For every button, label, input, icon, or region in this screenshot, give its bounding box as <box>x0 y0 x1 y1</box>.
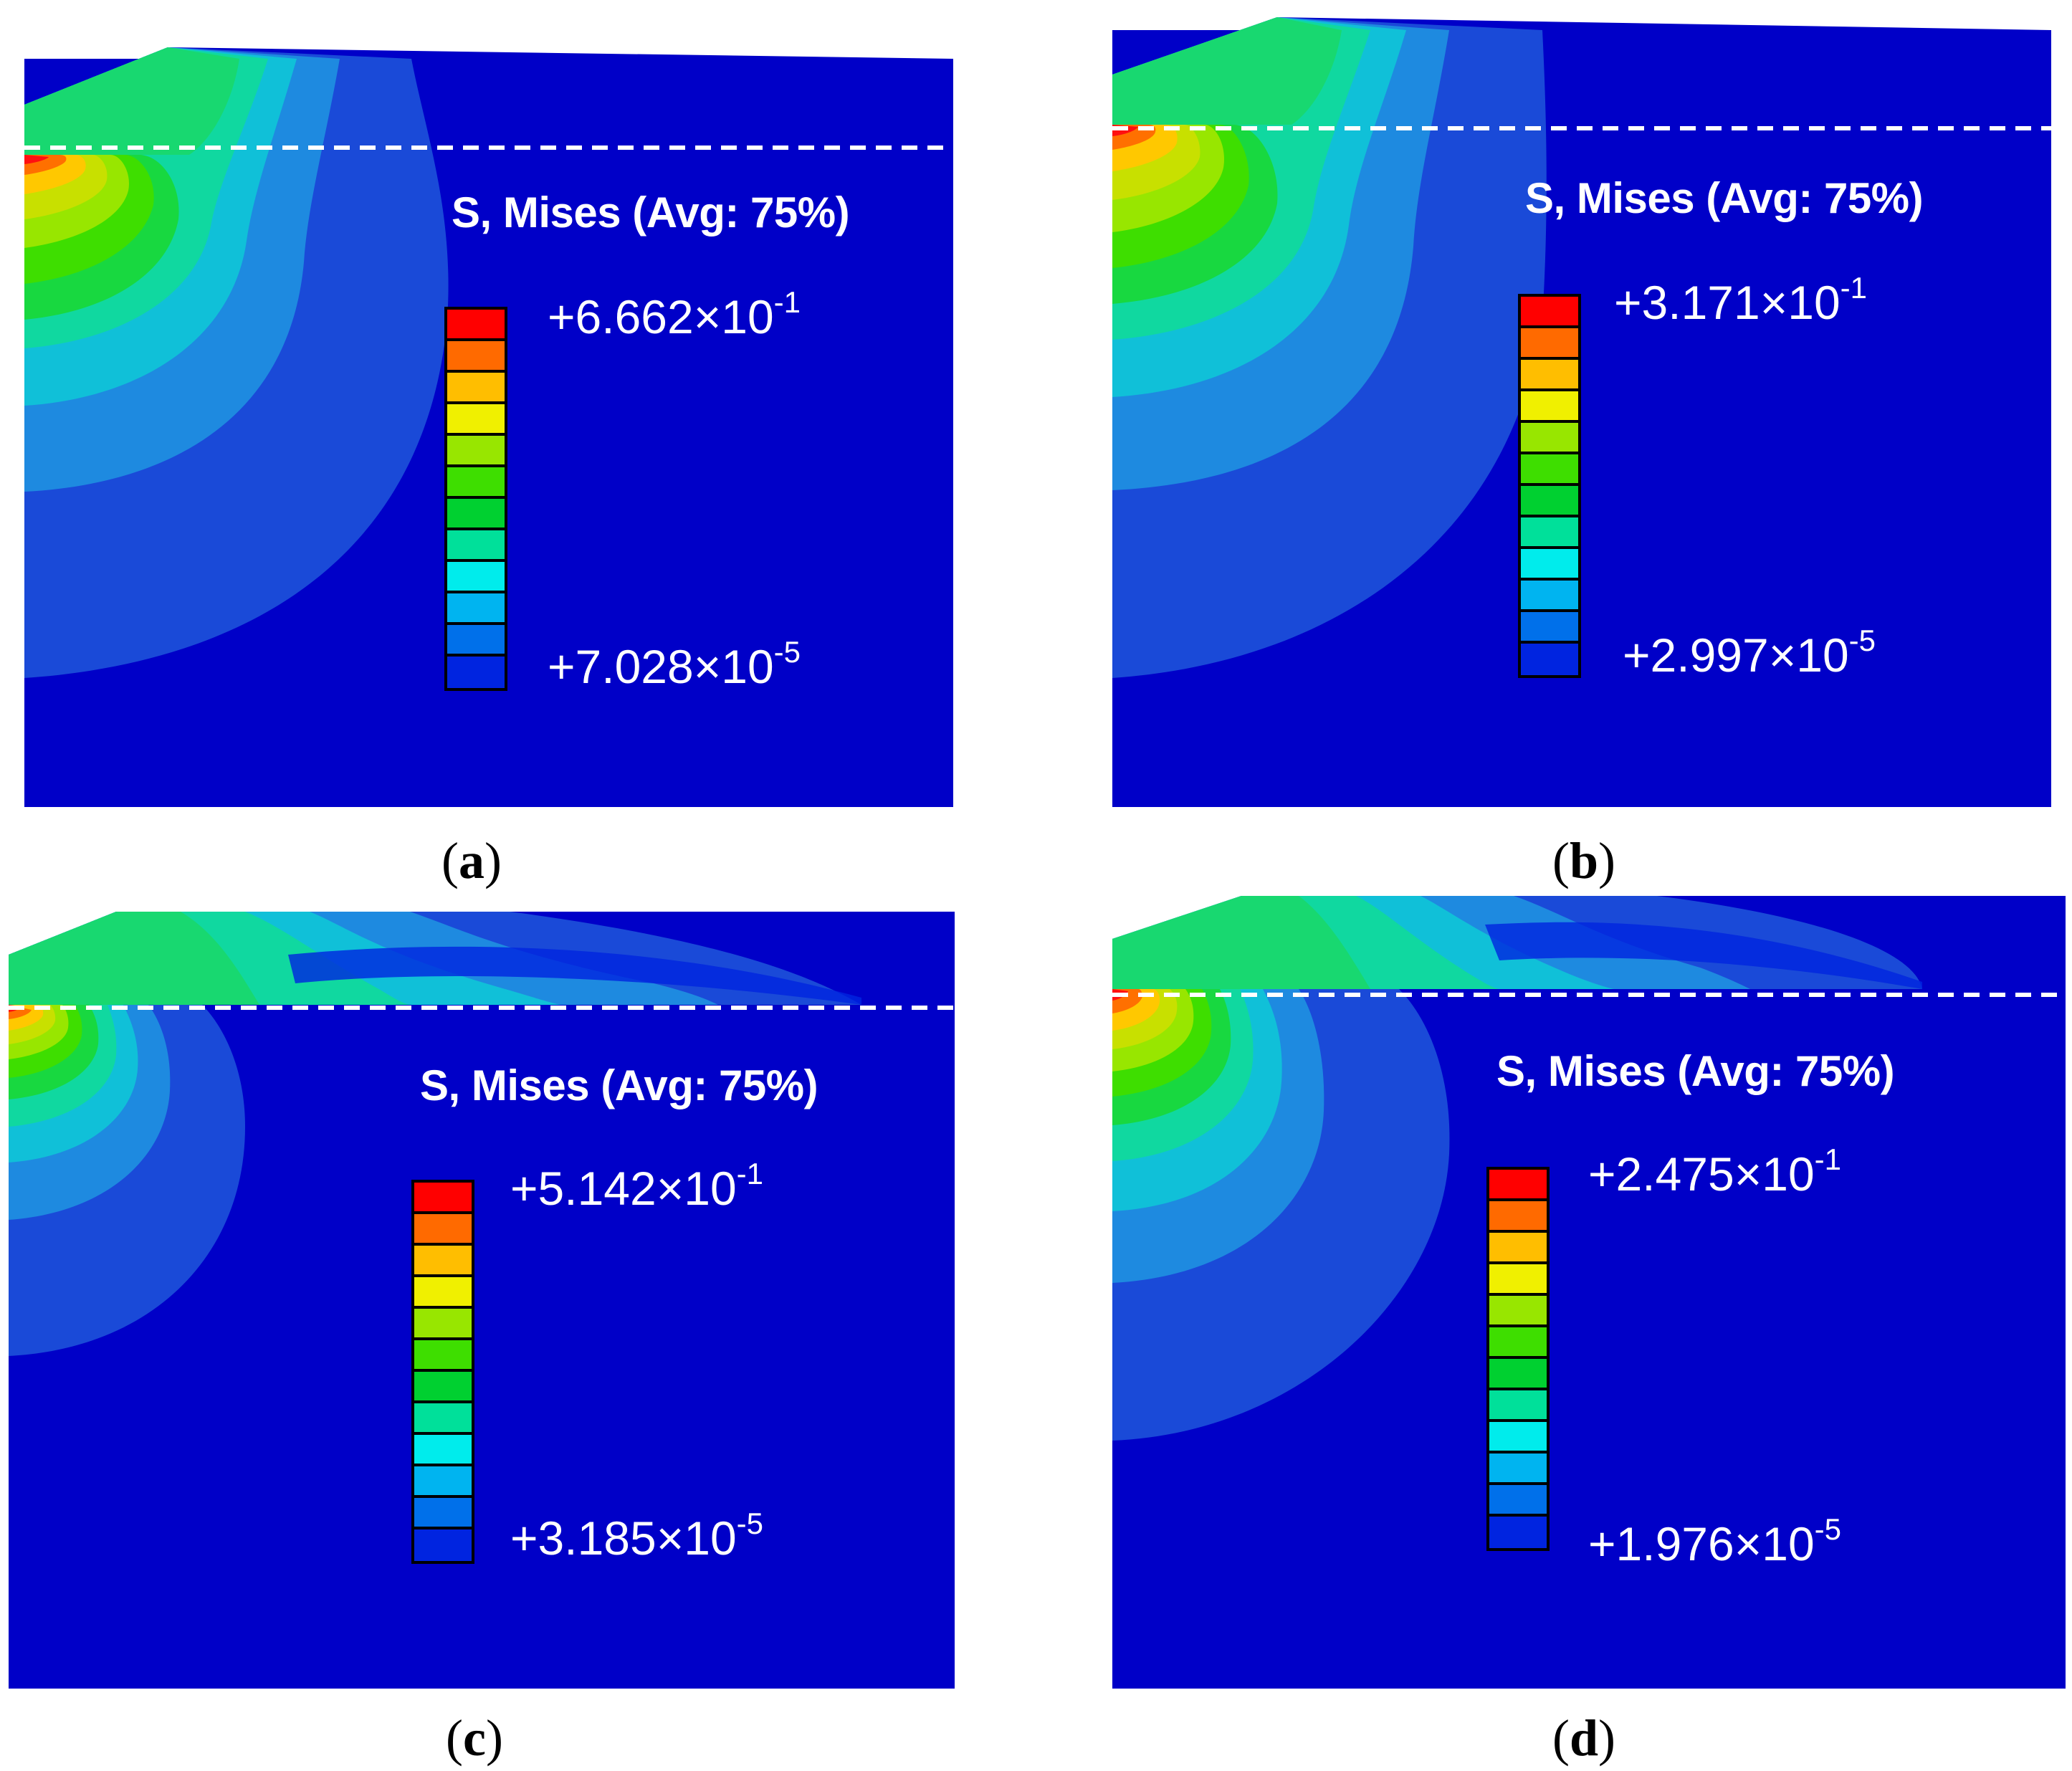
color-bar <box>444 307 507 691</box>
color-bar-cell <box>1489 1359 1547 1390</box>
max-exponent: -1 <box>1814 1142 1842 1176</box>
caption-label: b <box>1569 832 1599 889</box>
contour-band <box>24 155 49 164</box>
color-bar-cell <box>447 562 505 593</box>
color-bar-cell <box>414 1403 472 1435</box>
color-bar-cell <box>1489 1296 1547 1327</box>
contour-plot-d <box>1112 896 2066 1689</box>
legend-title: S, Mises (Avg: 75%) <box>1496 1047 1895 1095</box>
legend-title: S, Mises (Avg: 75%) <box>420 1061 818 1109</box>
max-mantissa: +3.171×10 <box>1614 276 1841 329</box>
color-bar-cell <box>1489 1327 1547 1359</box>
legend-title: S, Mises (Avg: 75%) <box>1525 174 1924 222</box>
color-bar-cell <box>1489 1264 1547 1296</box>
color-bar-cell <box>1521 297 1578 328</box>
color-bar <box>411 1180 474 1564</box>
legend-max-value: +2.475×10-1 <box>1588 1142 1841 1201</box>
color-bar-cell <box>1521 644 1578 675</box>
color-bar-cell <box>414 1372 472 1403</box>
color-bar-cell <box>447 436 505 467</box>
color-bar-cell <box>1489 1422 1547 1453</box>
legend-min-value: +7.028×10-5 <box>548 635 801 694</box>
legend-max-value: +3.171×10-1 <box>1614 271 1867 330</box>
color-bar-cell <box>447 467 505 499</box>
color-bar-cell <box>1521 423 1578 454</box>
max-exponent: -1 <box>736 1157 764 1190</box>
color-bar <box>1486 1167 1550 1551</box>
color-bar-cell <box>1489 1233 1547 1264</box>
color-bar-cell <box>1521 454 1578 486</box>
color-bar-cell <box>414 1246 472 1277</box>
color-bar-cell <box>414 1277 472 1309</box>
min-mantissa: +1.976×10 <box>1588 1517 1815 1570</box>
color-bar-cell <box>447 499 505 530</box>
min-exponent: -5 <box>773 635 801 669</box>
color-bar-cell <box>1489 1390 1547 1422</box>
color-bar-cell <box>1489 1170 1547 1201</box>
contour-band <box>1112 896 1370 989</box>
panel-d: S, Mises (Avg: 75%) +2.475×10-1 +1.976×1… <box>1112 896 2066 1689</box>
caption-d: (d) <box>1552 1709 1615 1767</box>
color-bar-cell <box>1521 391 1578 423</box>
panel-a: S, Mises (Avg: 75%) +6.662×10-1 +7.028×1… <box>24 47 953 807</box>
color-bar-cell <box>414 1340 472 1372</box>
caption-label: c <box>463 1709 486 1767</box>
color-bar-cell <box>414 1183 472 1214</box>
color-bar-cell <box>447 530 505 562</box>
color-bar-cell <box>1489 1453 1547 1485</box>
color-bar-cell <box>1521 328 1578 360</box>
legend-max-value: +6.662×10-1 <box>548 285 801 344</box>
min-exponent: -5 <box>1814 1512 1842 1546</box>
color-bar-cell <box>414 1529 472 1561</box>
caption-a: (a) <box>441 832 502 889</box>
color-bar-cell <box>447 341 505 373</box>
color-bar-cell <box>1489 1517 1547 1548</box>
caption-label: a <box>459 832 484 889</box>
max-exponent: -1 <box>1840 271 1868 305</box>
color-bar-cell <box>447 404 505 436</box>
color-bar-cell <box>1489 1201 1547 1233</box>
color-bar-cell <box>414 1435 472 1466</box>
caption-c: (c) <box>446 1709 503 1767</box>
legend-min-value: +3.185×10-5 <box>510 1507 763 1565</box>
color-bar-cell <box>1521 581 1578 612</box>
color-bar-cell <box>447 625 505 657</box>
color-bar-cell <box>1489 1485 1547 1517</box>
max-mantissa: +5.142×10 <box>510 1162 737 1215</box>
color-bar-cell <box>1521 517 1578 549</box>
panel-b: S, Mises (Avg: 75%) +3.171×10-1 +2.997×1… <box>1112 17 2051 807</box>
panel-c: S, Mises (Avg: 75%) +5.142×10-1 +3.185×1… <box>9 912 955 1689</box>
min-mantissa: +7.028×10 <box>548 640 774 693</box>
color-bar-cell <box>414 1466 472 1498</box>
contour-plot-b <box>1112 17 2051 807</box>
caption-label: d <box>1569 1709 1599 1767</box>
color-bar-cell <box>1521 612 1578 644</box>
color-bar-cell <box>447 593 505 625</box>
max-mantissa: +2.475×10 <box>1588 1147 1815 1200</box>
legend-title: S, Mises (Avg: 75%) <box>452 188 850 237</box>
color-bar <box>1518 294 1581 678</box>
max-exponent: -1 <box>773 285 801 319</box>
contour-plot-a <box>24 47 953 807</box>
legend-min-value: +2.997×10-5 <box>1623 624 1876 682</box>
min-exponent: -5 <box>736 1507 764 1540</box>
color-bar-cell <box>414 1309 472 1340</box>
contour-band <box>9 912 259 1005</box>
color-bar-cell <box>447 310 505 341</box>
max-mantissa: +6.662×10 <box>548 290 774 343</box>
contour-plot-c <box>9 912 955 1689</box>
caption-b: (b) <box>1552 832 1615 889</box>
min-mantissa: +2.997×10 <box>1623 629 1849 682</box>
min-exponent: -5 <box>1848 624 1876 657</box>
color-bar-cell <box>1521 486 1578 517</box>
color-bar-cell <box>414 1498 472 1529</box>
legend-max-value: +5.142×10-1 <box>510 1157 763 1216</box>
legend-min-value: +1.976×10-5 <box>1588 1512 1841 1571</box>
color-bar-cell <box>1521 549 1578 581</box>
color-bar-cell <box>1521 360 1578 391</box>
color-bar-cell <box>414 1214 472 1246</box>
color-bar-cell <box>447 657 505 688</box>
color-bar-cell <box>447 373 505 404</box>
min-mantissa: +3.185×10 <box>510 1512 737 1565</box>
